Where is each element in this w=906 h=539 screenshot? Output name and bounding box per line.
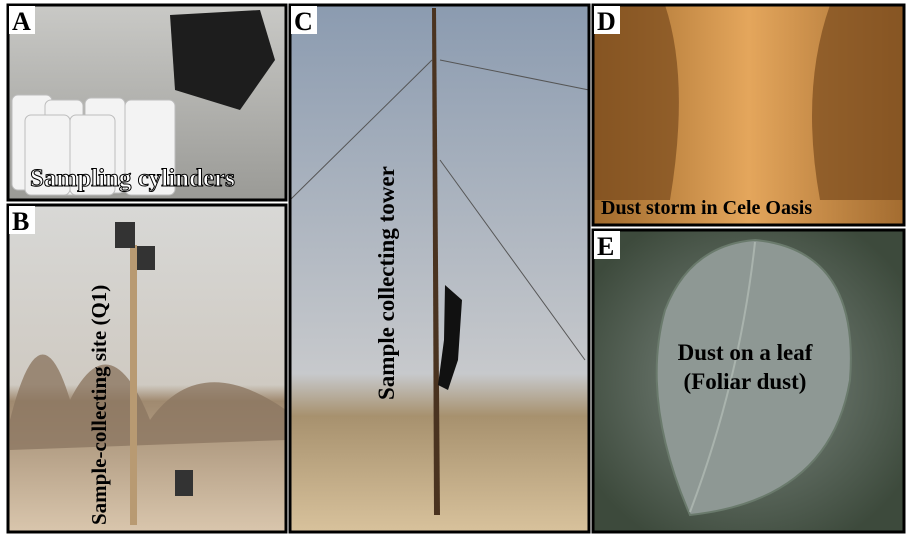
panel-d: D Dust storm in Cele Oasis [591, 3, 906, 227]
caption: Dust storm in Cele Oasis [601, 197, 812, 219]
panel-c: C Sample collecting tower [288, 3, 591, 534]
panel-a: A Sampling cylinders [6, 3, 288, 202]
caption: Sample-collecting site (Q1) [87, 285, 111, 525]
panel-e: E Dust on a leaf (Foliar dust) [591, 228, 906, 534]
sampler [175, 470, 193, 496]
pole [130, 245, 137, 525]
guy-wire [289, 59, 433, 201]
sampler [115, 222, 135, 248]
sampler [137, 246, 155, 270]
cylinders [11, 94, 176, 196]
panel-letter: A [12, 7, 31, 36]
leaf-vein [689, 241, 756, 513]
person [438, 285, 462, 390]
panel-b: B Sample-collecting site (Q1) [6, 203, 288, 534]
panel-letter: E [597, 232, 614, 261]
caption: Sampling cylinders [30, 165, 235, 192]
panel-letter: C [294, 7, 313, 36]
shrubs [10, 354, 286, 450]
trees [593, 5, 679, 200]
panel-letter: B [12, 207, 29, 236]
tower [432, 8, 440, 515]
guy-wire [439, 159, 586, 361]
panel-letter: D [597, 7, 616, 36]
photo [290, 5, 589, 532]
caption-line: (Foliar dust) [684, 369, 807, 394]
person [170, 10, 275, 110]
leaf [655, 238, 852, 517]
trees [812, 5, 904, 200]
caption-line: Dust on a leaf [678, 340, 813, 365]
caption: Sample collecting tower [374, 166, 399, 400]
guy-wire [439, 59, 590, 91]
